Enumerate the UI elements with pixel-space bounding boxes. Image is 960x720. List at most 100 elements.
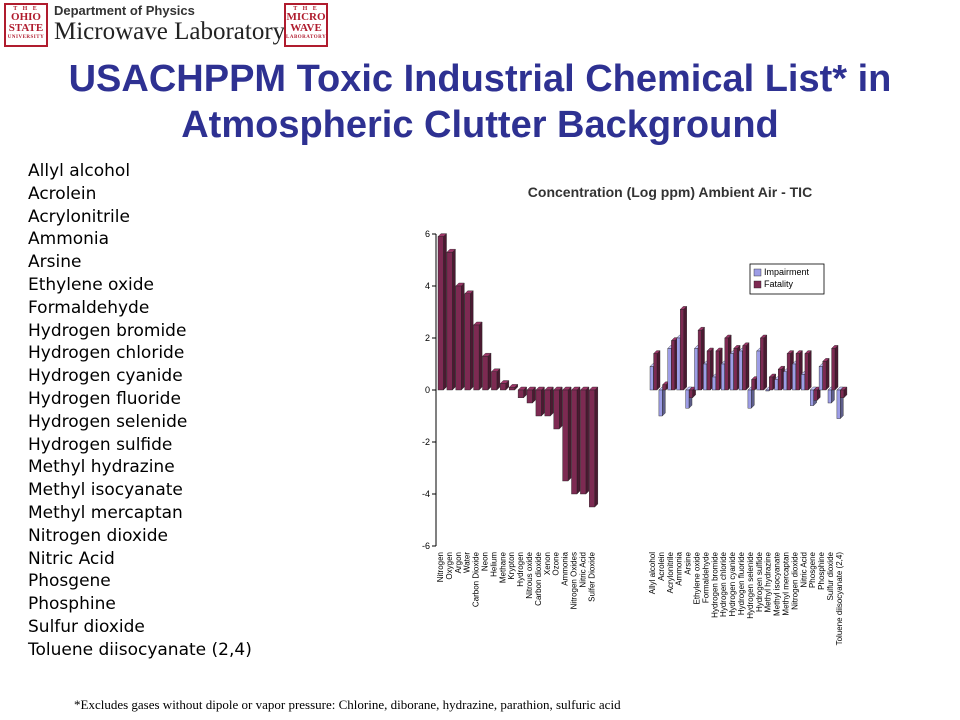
bar-impairment [765, 389, 770, 392]
bar-impairment [703, 363, 707, 391]
bar-impairment [694, 348, 699, 391]
bar-fatality [733, 348, 738, 391]
x-tick-label: Acrylonitrile [666, 551, 675, 593]
bar-ambient-side [469, 290, 474, 391]
bar-impairment [685, 389, 690, 409]
x-tick-label: Nitrous oxide [525, 551, 534, 598]
bar-fatality [662, 384, 667, 391]
bar-fatality [831, 348, 836, 391]
bar-fatality [804, 353, 809, 391]
bar-fatality [715, 350, 720, 391]
ohio-state-university-seal: T H E OHIO STATE UNIVERSITY [4, 3, 48, 47]
chemical-list-item: Hydrogen fluoride [28, 388, 181, 409]
x-tick-label: Phosgene [808, 551, 817, 588]
bar-ambient [526, 389, 533, 404]
bar-ambient [491, 371, 498, 391]
bar-fatality [786, 353, 791, 391]
x-tick-label: Helium [489, 552, 498, 577]
chemical-list-item: Allyl alcohol [28, 161, 131, 181]
bar-fatality-side [808, 350, 812, 391]
bar-fatality [680, 309, 684, 391]
x-tick-label: Sulfer Dioxide [587, 551, 596, 601]
y-tick-label: -6 [422, 541, 430, 551]
bar-ambient [482, 355, 489, 391]
bar-impairment [792, 363, 796, 391]
chart-title: Concentration (Log ppm) Ambient Air - TI… [527, 184, 813, 200]
y-tick-label: 2 [425, 333, 430, 343]
bar-ambient [500, 383, 507, 391]
bar-fatality-side [656, 350, 661, 391]
bar-ambient [571, 389, 578, 495]
chemical-list-item: Hydrogen bromide [28, 320, 187, 341]
x-tick-label: Nitrogen dioxide [790, 551, 799, 609]
bar-ambient-side [452, 248, 456, 391]
bar-ambient [455, 285, 462, 391]
chemical-list-item: Acrolein [28, 183, 97, 204]
bar-ambient [589, 389, 596, 508]
bar-ambient [580, 389, 587, 495]
bar-impairment [801, 374, 805, 391]
bar-ambient-side [541, 386, 545, 417]
bar-ambient [562, 389, 569, 482]
x-tick-label: Hydrogen bromide [710, 551, 719, 617]
bar-fatality [653, 353, 658, 391]
x-tick-label: Nitrogen [436, 552, 445, 582]
bar-ambient [508, 387, 515, 391]
chemical-list-item: Nitrogen dioxide [28, 525, 168, 546]
x-tick-label: Nitric Acid [799, 552, 808, 588]
x-tick-label: Methyl mercaptan [782, 552, 791, 616]
x-tick-label: Xenon [543, 552, 552, 575]
bar-ambient-side [478, 321, 483, 391]
chemical-list-item: Methyl isocyanate [28, 480, 183, 501]
bar-fatality-side [763, 334, 767, 391]
bar-fatality [769, 376, 773, 391]
chemical-list-item: Hydrogen cyanide [28, 366, 183, 387]
bar-impairment [756, 350, 761, 391]
chemical-list-item: Acrylonitrile [28, 206, 130, 227]
x-tick-label: Ethylene oxide [693, 551, 702, 604]
chemical-list-item: Arsine [28, 252, 82, 273]
department-name: Department of Physics [54, 3, 195, 18]
slide-title: USACHPPM Toxic Industrial Chemical List*… [68, 58, 892, 146]
y-tick-label: 0 [425, 385, 430, 395]
chemical-list-item: Methyl hydrazine [28, 457, 175, 478]
mw-seal-laboratory: LABORATORY [286, 35, 327, 40]
slide-header: T H E OHIO STATE UNIVERSITY Department o… [0, 0, 960, 50]
bar-ambient [446, 252, 453, 391]
bar-ambient-side [550, 386, 554, 417]
legend-box [749, 263, 825, 295]
chemical-list: Allyl alcohol Acrolein Acrylonitrile Ammoni… [28, 160, 252, 662]
bar-ambient-side [558, 386, 563, 430]
x-tick-label: Allyl alcohol [648, 552, 657, 594]
chemical-list-item: Nitric Acid [28, 548, 115, 569]
bar-fatality [840, 389, 845, 399]
y-tick-label: -4 [422, 489, 430, 499]
microwave-laboratory-seal: T H E MICRO WAVE LABORATORY [284, 3, 328, 47]
bar-ambient [517, 389, 524, 399]
bar-ambient-side [594, 386, 599, 508]
y-tick-label: 4 [425, 281, 430, 291]
x-tick-label: Carbon Dioxide [472, 551, 481, 607]
laboratory-name: Microwave Laboratory [54, 18, 286, 45]
x-tick-label: Phosphine [817, 551, 826, 589]
chemical-list-item: Formaldehyde [28, 297, 150, 318]
bar-fatality-side [683, 305, 687, 391]
x-tick-label: Hydrogen selenide [746, 551, 755, 618]
x-tick-label: Carbon dioxide [534, 551, 543, 605]
chemical-list-item: Phosgene [28, 571, 111, 592]
bar-fatality [671, 340, 675, 391]
osu-seal-university: UNIVERSITY [7, 35, 45, 40]
bar-impairment [729, 353, 734, 391]
bar-ambient-side [585, 386, 590, 495]
x-tick-label: Hydrogen fluoride [737, 551, 746, 615]
bar-ambient-side [487, 352, 492, 391]
x-tick-label: Ozone [552, 551, 561, 575]
bar-fatality [813, 389, 818, 401]
bar-ambient-side [443, 233, 447, 391]
x-tick-label: Formaldehyde [701, 551, 710, 603]
chemical-list-item: Ammonia [28, 229, 110, 250]
bar-ambient [553, 389, 560, 430]
x-tick-label: Ammonia [561, 551, 570, 585]
x-tick-label: Toluene diisocyanate (2,4) [835, 552, 844, 646]
bar-impairment [649, 366, 654, 391]
